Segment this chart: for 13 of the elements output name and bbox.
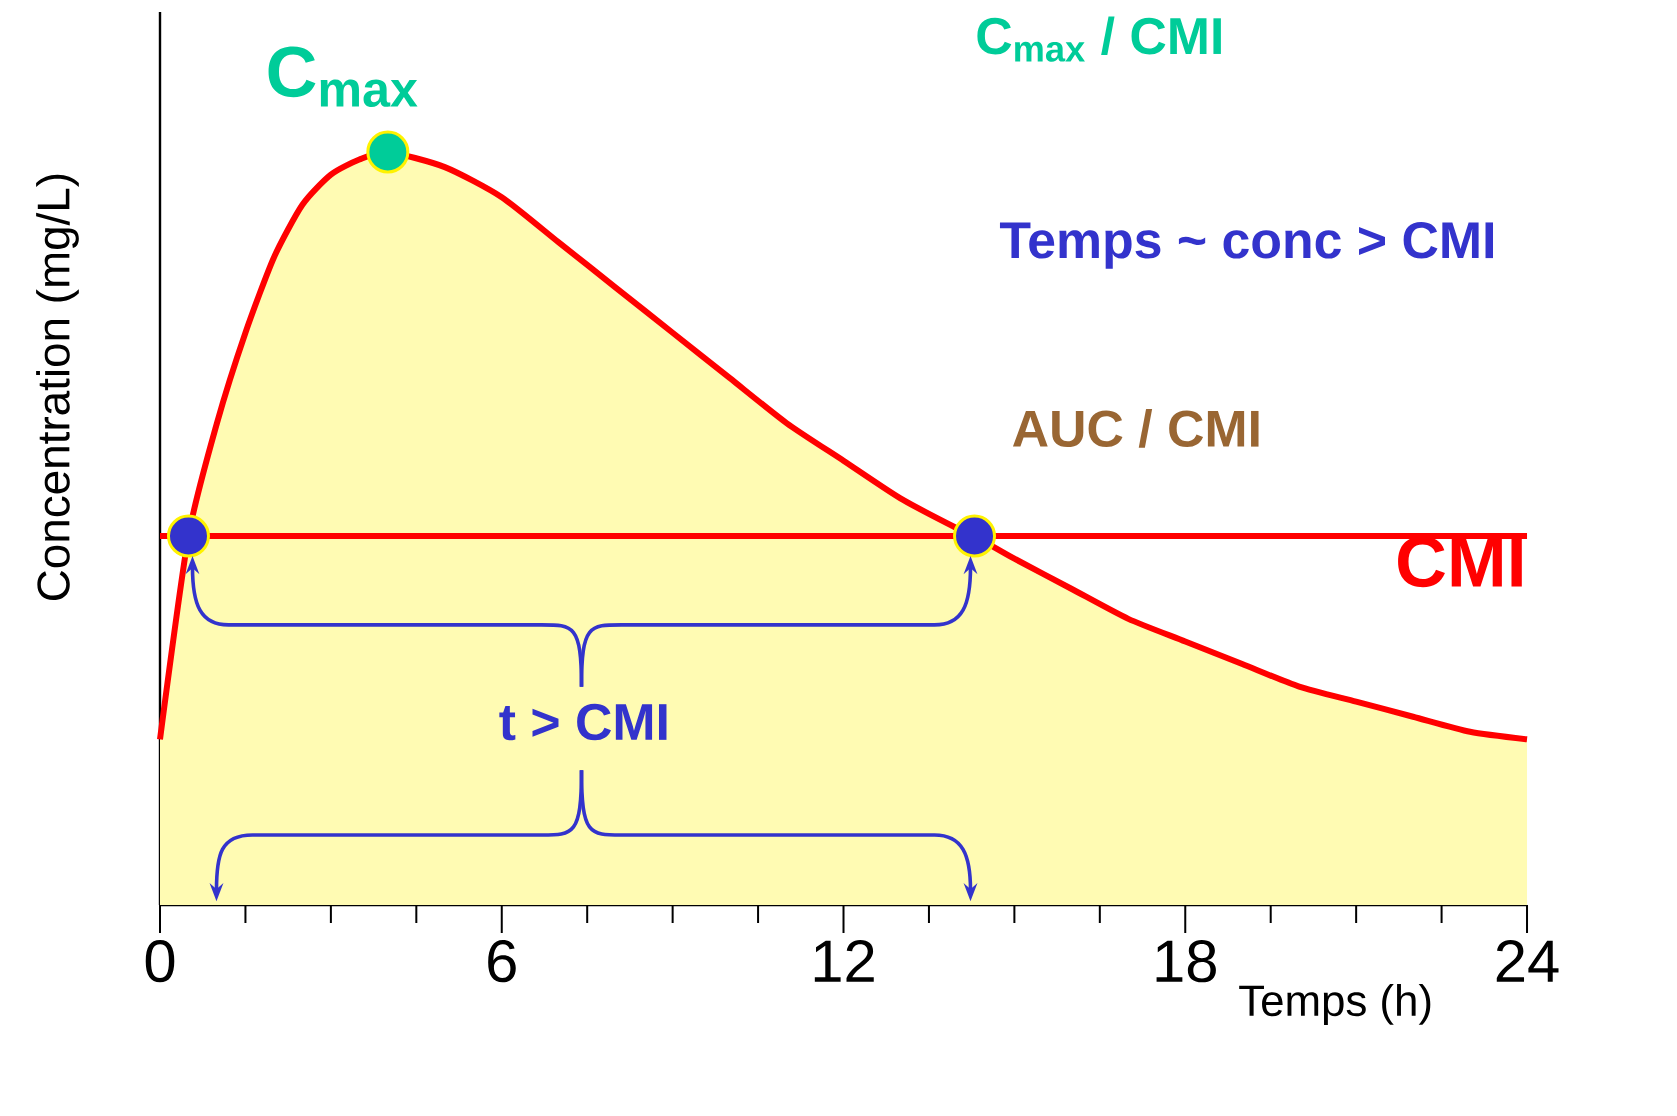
x-tick-label: 0 — [145, 940, 175, 983]
annotation: Temps ~ conc > CMI — [999, 221, 1493, 269]
annotation: t > CMI — [499, 703, 667, 741]
x-axis-title: Temps (h) — [1239, 984, 1431, 1025]
text: C$_{max}$ — [268, 46, 418, 108]
annotation: AUC / CMI — [1012, 409, 1259, 448]
ref-line-label: CMI — [1398, 536, 1522, 588]
x-tick-label: 24 — [1496, 940, 1559, 982]
x-tick-label: 18 — [1156, 940, 1216, 983]
x-tick-label: 6 — [488, 940, 516, 983]
x-tick-label: 12 — [814, 940, 874, 982]
y-axis-title: Concentration (mg/L) — [36, 174, 79, 600]
text: C$_{max}$ / CMI — [977, 16, 1221, 62]
